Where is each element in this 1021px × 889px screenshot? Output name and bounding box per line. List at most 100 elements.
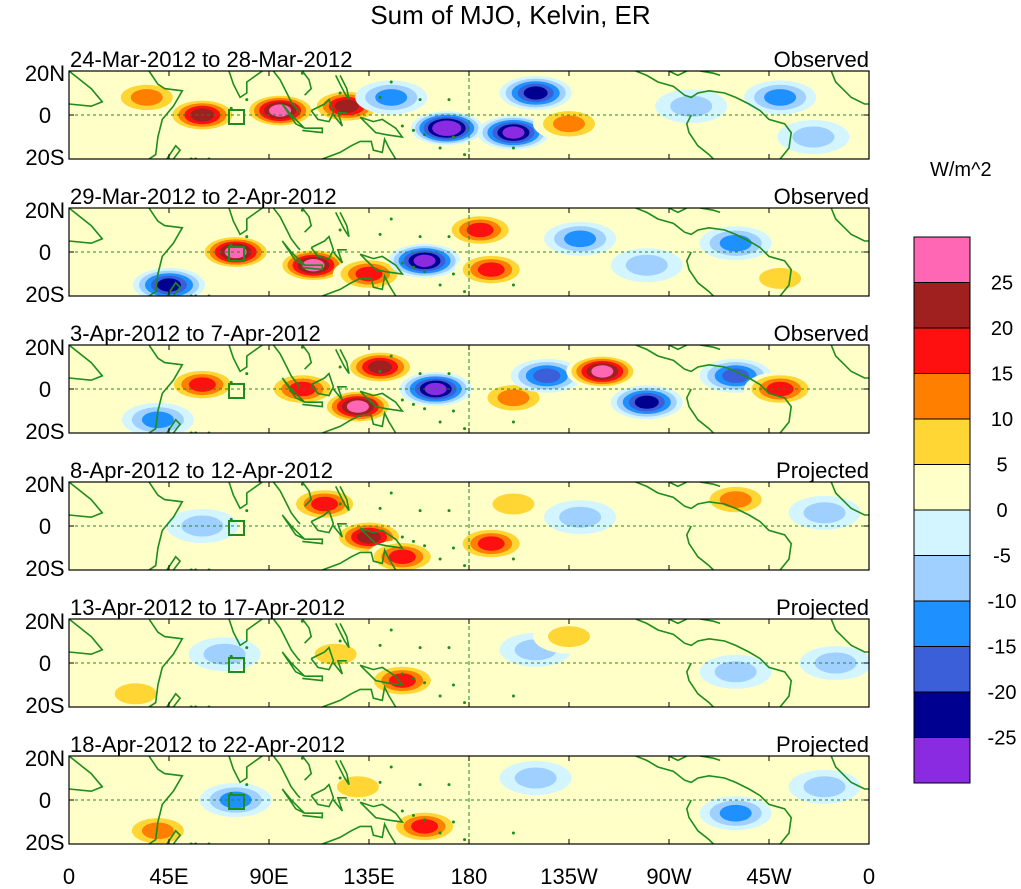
coastline xyxy=(272,482,301,525)
lat-tick-label: 20N xyxy=(25,61,65,86)
anomaly-contour xyxy=(722,368,750,384)
lon-tick-label: 90E xyxy=(249,864,288,889)
island xyxy=(451,683,455,687)
coastlines xyxy=(69,619,869,707)
island xyxy=(447,646,451,650)
island xyxy=(400,809,404,813)
coastlines xyxy=(69,345,869,433)
lat-tick-label: 0 xyxy=(39,103,51,128)
lon-tick-label: 45E xyxy=(149,864,188,889)
colorbar-swatch xyxy=(913,600,971,647)
coastline xyxy=(334,760,350,786)
island xyxy=(411,265,415,269)
island xyxy=(400,124,404,128)
reference-box xyxy=(228,246,245,262)
reference-box xyxy=(228,520,245,536)
coastline xyxy=(281,103,306,129)
anomaly-contour xyxy=(803,502,846,524)
island xyxy=(378,643,382,647)
island xyxy=(300,345,304,349)
coastline xyxy=(272,756,301,799)
lat-tick-label: 20S xyxy=(25,282,64,307)
olr-anomaly-field xyxy=(69,619,869,707)
anomaly-contour xyxy=(188,377,216,392)
map-panel: 20N 0 20S 18-Apr-2012 to 22-Apr-2012 Project… xyxy=(25,732,870,855)
reference-box xyxy=(228,109,245,125)
coastline xyxy=(668,756,688,762)
lat-tick-label: 20N xyxy=(25,746,65,771)
island xyxy=(423,818,427,822)
figure-title: Sum of MJO, Kelvin, ER xyxy=(370,0,651,30)
island xyxy=(245,235,249,239)
island xyxy=(438,146,442,150)
island xyxy=(245,783,249,787)
anomaly-contour xyxy=(548,626,590,648)
lat-tick-label: 0 xyxy=(39,788,51,813)
anomaly-contour xyxy=(114,683,157,705)
anomaly-contour xyxy=(346,400,369,413)
lat-tick-label: 0 xyxy=(39,377,51,402)
coastline xyxy=(148,756,184,844)
panel-status-label: Observed xyxy=(774,184,869,209)
anomaly-contour xyxy=(514,767,557,789)
coastline xyxy=(166,692,182,707)
island xyxy=(389,217,393,221)
coastline xyxy=(685,114,714,159)
coastline xyxy=(281,651,306,677)
island xyxy=(378,506,382,510)
coastline xyxy=(635,71,793,159)
panel-date-range: 29-Mar-2012 to 2-Apr-2012 xyxy=(70,184,337,209)
island xyxy=(451,272,455,276)
coastline xyxy=(332,797,347,812)
coastline xyxy=(699,71,721,77)
panel-status-label: Observed xyxy=(774,321,869,346)
coastline xyxy=(272,619,301,662)
anomaly-contour xyxy=(764,89,797,106)
anomaly-contour xyxy=(502,126,525,139)
anomaly-contour xyxy=(203,643,246,665)
coastline xyxy=(272,345,301,388)
lat-tick-label: 20N xyxy=(25,335,65,360)
coastline xyxy=(685,525,714,570)
island xyxy=(418,98,422,102)
coastline xyxy=(322,273,397,296)
coastline xyxy=(830,619,869,653)
island xyxy=(300,756,304,760)
coastline xyxy=(228,208,263,236)
island xyxy=(451,820,455,824)
anomaly-contour xyxy=(224,245,247,259)
coastline xyxy=(69,345,104,382)
island xyxy=(463,153,467,157)
island xyxy=(378,232,382,236)
colorbar-units-label: W/m^2 xyxy=(930,159,992,181)
coastline xyxy=(302,127,324,134)
lat-tick-label: 20N xyxy=(25,609,65,634)
lon-tick-label: 45W xyxy=(746,864,791,889)
lat-tick-label: 20S xyxy=(25,830,64,855)
coastline xyxy=(359,801,405,824)
island xyxy=(338,639,342,643)
anomaly-contour xyxy=(759,267,802,289)
island xyxy=(389,628,393,632)
panel-date-range: 8-Apr-2012 to 12-Apr-2012 xyxy=(70,458,333,483)
anomaly-contour xyxy=(533,368,561,384)
lat-tick-label: 20S xyxy=(25,419,64,444)
coastline xyxy=(359,390,405,413)
coastline xyxy=(668,208,688,214)
coastline xyxy=(148,345,184,433)
colorbar-tick-label: 25 xyxy=(991,273,1013,295)
anomaly-contour xyxy=(492,493,535,515)
coastlines xyxy=(69,71,869,159)
colorbar-tick-label: -15 xyxy=(988,637,1017,659)
island xyxy=(338,365,342,369)
coastline xyxy=(332,660,347,675)
anomaly-contour xyxy=(553,115,585,133)
coastline xyxy=(310,509,335,534)
coastline xyxy=(668,71,688,77)
island xyxy=(423,407,427,411)
coastline xyxy=(310,98,335,123)
island xyxy=(463,701,467,705)
island xyxy=(338,776,342,780)
coastline xyxy=(228,756,263,784)
